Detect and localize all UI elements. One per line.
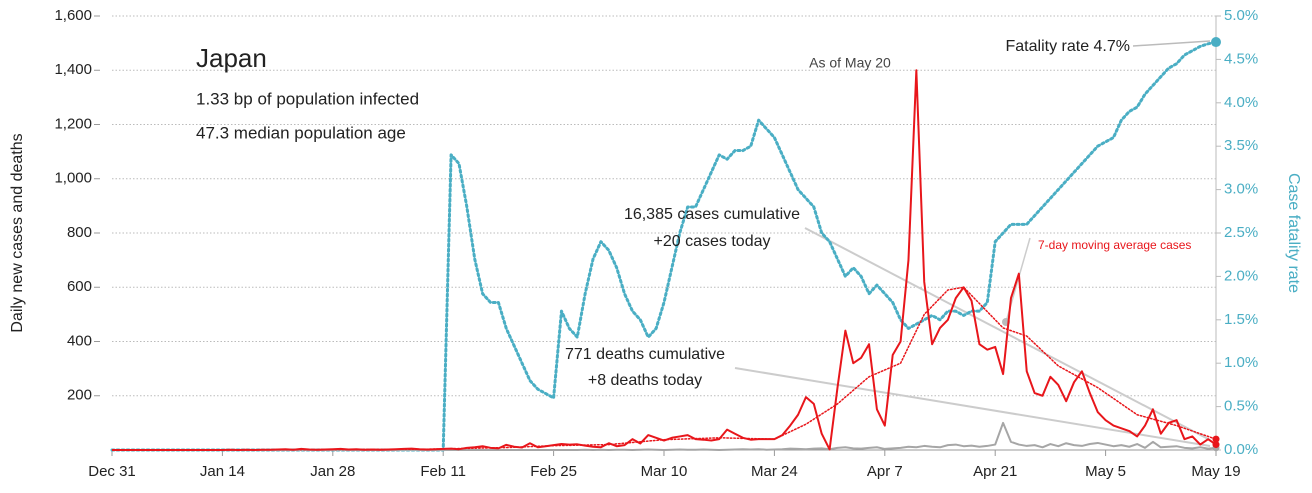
x-tick-label: May 19	[1191, 463, 1240, 480]
chart-title: Japan	[196, 43, 267, 73]
y2-tick-label: 3.0%	[1224, 181, 1258, 198]
x-tick-label: Mar 10	[641, 463, 688, 480]
y2-tick-label: 4.0%	[1224, 94, 1258, 111]
y2-axis-label: Case fatality rate	[1285, 173, 1302, 293]
y-tick-label: 1,000	[54, 170, 92, 187]
end-point	[1211, 37, 1221, 48]
x-tick-label: Jan 14	[200, 463, 245, 480]
y-tick-label: 200	[67, 387, 92, 404]
x-tick-label: Apr 21	[973, 463, 1017, 480]
plot	[110, 37, 1221, 452]
annotation: +8 deaths today	[588, 372, 702, 389]
grid	[94, 15, 1221, 456]
y2-tick-label: 4.5%	[1224, 50, 1258, 67]
annotation: 16,385 cases cumulative	[624, 206, 800, 223]
y2-tick-label: 1.5%	[1224, 311, 1258, 328]
y-tick-label: 400	[67, 332, 92, 349]
x-tick-label: Apr 7	[867, 463, 903, 480]
y2-tick-label: 1.0%	[1224, 354, 1258, 371]
x-tick-label: Dec 31	[88, 463, 136, 480]
y-tick-label: 1,600	[54, 7, 92, 24]
y-axis-label: Daily new cases and deaths	[9, 133, 26, 332]
annotation: 7-day moving average cases	[1038, 238, 1191, 252]
annotation: 47.3 median population age	[196, 123, 406, 142]
x-tick-label: Feb 11	[420, 463, 466, 480]
series-line	[134, 286, 1217, 451]
annotation: +20 cases today	[654, 233, 771, 250]
leader-line	[1132, 40, 1211, 47]
annotation: Fatality rate 4.7%	[1006, 38, 1131, 55]
x-tick-label: Jan 28	[310, 463, 355, 480]
x-tick-label: Mar 24	[751, 463, 798, 480]
y2-tick-label: 2.5%	[1224, 224, 1258, 241]
y-tick-label: 1,200	[54, 115, 92, 132]
annotation: 771 deaths cumulative	[565, 346, 725, 363]
x-tick-label: Feb 25	[530, 463, 577, 480]
y2-tick-label: 3.5%	[1224, 137, 1258, 154]
annotation: As of May 20	[809, 55, 891, 71]
y-tick-label: 800	[67, 224, 92, 241]
y2-tick-label: 0.5%	[1224, 398, 1258, 415]
series-line	[112, 421, 1217, 451]
end-point	[1212, 435, 1220, 443]
x-tick-label: May 5	[1085, 463, 1126, 480]
end-point	[1212, 441, 1220, 449]
series-line	[112, 69, 1217, 451]
y-tick-label: 600	[67, 278, 92, 295]
y-tick-label: 1,400	[54, 61, 92, 78]
y2-tick-label: 2.0%	[1224, 267, 1258, 284]
y2-tick-label: 0.0%	[1224, 441, 1258, 458]
y2-tick-label: 5.0%	[1224, 7, 1258, 24]
annotation: 1.33 bp of population infected	[196, 89, 419, 108]
